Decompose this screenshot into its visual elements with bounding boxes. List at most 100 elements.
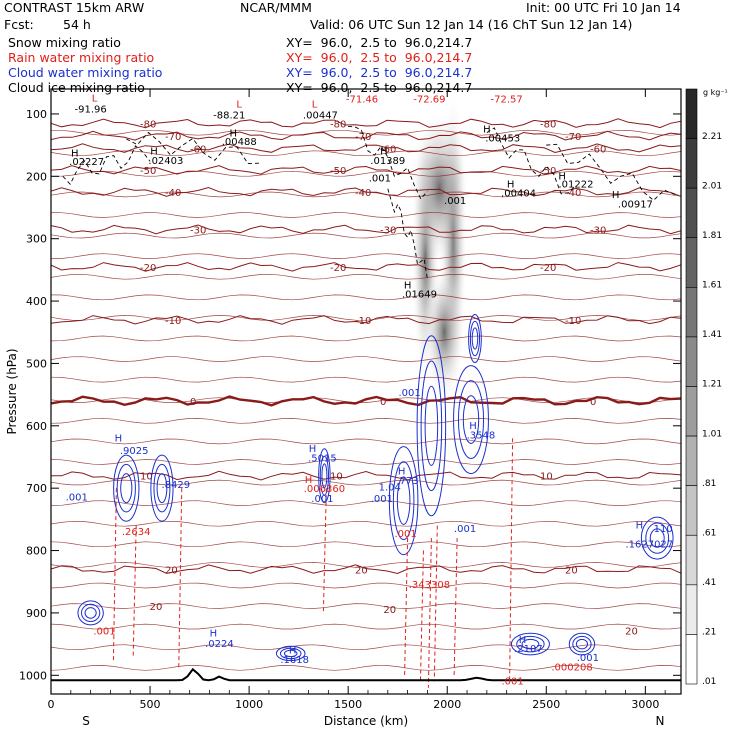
isotherm--50 bbox=[51, 165, 681, 175]
cloud-water-contour bbox=[319, 455, 330, 496]
rain-water-contour bbox=[453, 538, 458, 676]
isotherm-label: 10 bbox=[540, 472, 553, 483]
init-time: Init: 00 UTC Fri 10 Jan 14 bbox=[526, 0, 681, 15]
theta-line bbox=[51, 150, 681, 157]
cloud-water-contour bbox=[120, 473, 133, 504]
isotherm-label: -50 bbox=[330, 166, 346, 177]
contour-label: .8429 bbox=[161, 480, 190, 491]
cloud-water-contour bbox=[516, 635, 545, 653]
rain-water-contour bbox=[419, 550, 424, 682]
isotherm-label: 20 bbox=[565, 565, 578, 576]
cloud-water-contour bbox=[469, 320, 481, 357]
cloud-ice-contour bbox=[348, 125, 428, 200]
contour-label: .9025 bbox=[120, 446, 149, 457]
contour-label: .001 bbox=[66, 493, 88, 504]
contour-label: .0224 bbox=[205, 639, 234, 650]
theta-line bbox=[51, 582, 681, 589]
isotherm-label: -10 bbox=[355, 316, 371, 327]
contour-label: 1.04 bbox=[379, 483, 401, 494]
contour-label: H bbox=[636, 521, 644, 532]
isotherm-label: -60 bbox=[190, 144, 206, 155]
isotherm-20 bbox=[51, 564, 681, 575]
theta-line bbox=[51, 520, 681, 527]
cloud-water-contour bbox=[645, 522, 670, 554]
y-tick-label: 600 bbox=[26, 420, 47, 433]
isotherm-label: 0 bbox=[380, 397, 386, 408]
contour-label: .01649 bbox=[402, 289, 437, 300]
isotherm-label: -50 bbox=[140, 166, 156, 177]
plot-area: -80 -80 -80 -70 -70 -70 -60 -60 -60 -50 -50 -50 -40 -… bbox=[51, 89, 681, 688]
colorbar-label: .01 bbox=[702, 677, 716, 687]
cloud-water-contour bbox=[156, 473, 168, 504]
contour-label: H bbox=[483, 125, 491, 136]
contour-label: H bbox=[71, 148, 79, 159]
isotherm-label: -30 bbox=[190, 225, 206, 236]
y-tick-label: 300 bbox=[26, 233, 47, 246]
contour-label: H bbox=[115, 433, 123, 444]
contour-label: .00917 bbox=[618, 200, 653, 211]
colorbar-swatch bbox=[685, 435, 698, 486]
cloud-water-contour bbox=[420, 360, 443, 492]
colorbar-label: 1.21 bbox=[702, 380, 722, 390]
cloud-water-contour bbox=[153, 463, 171, 513]
theta-line bbox=[51, 623, 681, 630]
isotherm--30 bbox=[51, 224, 681, 235]
contour-label: .001 bbox=[501, 677, 523, 688]
isotherm-label: -60 bbox=[590, 144, 606, 155]
contour-label: .001 bbox=[577, 653, 599, 664]
contour-label: .001 bbox=[394, 529, 416, 540]
cloud-water-contour bbox=[318, 448, 331, 504]
isotherm-label: -80 bbox=[140, 119, 156, 130]
rain-water-contour bbox=[433, 525, 438, 682]
contour-label: -72.69 bbox=[413, 95, 445, 106]
colorbar-swatch bbox=[685, 287, 698, 338]
isotherm-0 bbox=[51, 395, 681, 407]
cloud-ice-contour bbox=[126, 131, 260, 165]
colorbar-label: .21 bbox=[702, 628, 716, 638]
theta-line bbox=[51, 253, 681, 259]
isotherm-label: -70 bbox=[565, 132, 581, 143]
contour-label: .001 bbox=[454, 524, 476, 535]
field-name-snow: Snow mixing ratio bbox=[8, 35, 121, 50]
isotherm-label: -60 bbox=[380, 144, 396, 155]
colorbar-label: 1.41 bbox=[702, 330, 722, 340]
colorbar-swatch bbox=[685, 634, 698, 685]
rain-water-contour bbox=[322, 488, 327, 613]
contour-label: H bbox=[612, 190, 620, 201]
left-title: CONTRAST 15km ARW bbox=[4, 0, 145, 15]
x-end-label-north: N bbox=[656, 714, 665, 728]
isotherm-label: -40 bbox=[565, 188, 581, 199]
theta-line bbox=[51, 294, 681, 301]
contour-label: L bbox=[312, 100, 318, 111]
contour-label: .001 bbox=[398, 388, 420, 399]
colorbar-label: .41 bbox=[702, 578, 716, 588]
contour-label: .006360 bbox=[304, 484, 345, 495]
x-end-label-south: S bbox=[82, 714, 90, 728]
theta-line bbox=[51, 315, 681, 321]
contour-label: L bbox=[92, 93, 98, 104]
y-tick-label: 500 bbox=[26, 357, 47, 370]
cloud-water-contour bbox=[521, 638, 540, 650]
cloud-water-contour bbox=[416, 335, 447, 517]
rain-water-contour bbox=[427, 538, 432, 688]
isotherm-label: -20 bbox=[330, 263, 346, 274]
cloud-water-contour bbox=[568, 632, 596, 656]
forecast-label: Fcst: bbox=[4, 17, 34, 32]
x-tick-label: 2000 bbox=[433, 698, 461, 711]
x-tick-label: 1000 bbox=[235, 698, 263, 711]
cloud-water-contour bbox=[468, 313, 482, 363]
cloud-water-contour bbox=[575, 638, 589, 650]
isotherm-label: -30 bbox=[380, 225, 396, 236]
contour-label: .1618 bbox=[280, 655, 309, 666]
plot-frame bbox=[50, 88, 682, 695]
isotherm-label: -70 bbox=[355, 132, 371, 143]
isotherm-label: 0 bbox=[590, 397, 596, 408]
terrain-line bbox=[51, 667, 681, 682]
cloud-water-contour bbox=[116, 463, 136, 513]
colorbar-swatch bbox=[685, 237, 698, 288]
theta-line bbox=[51, 665, 681, 671]
colorbar-label: .61 bbox=[702, 528, 716, 538]
contour-label: H bbox=[558, 171, 566, 182]
contour-label: .02227 bbox=[69, 157, 104, 168]
contour-label: H bbox=[289, 645, 297, 656]
